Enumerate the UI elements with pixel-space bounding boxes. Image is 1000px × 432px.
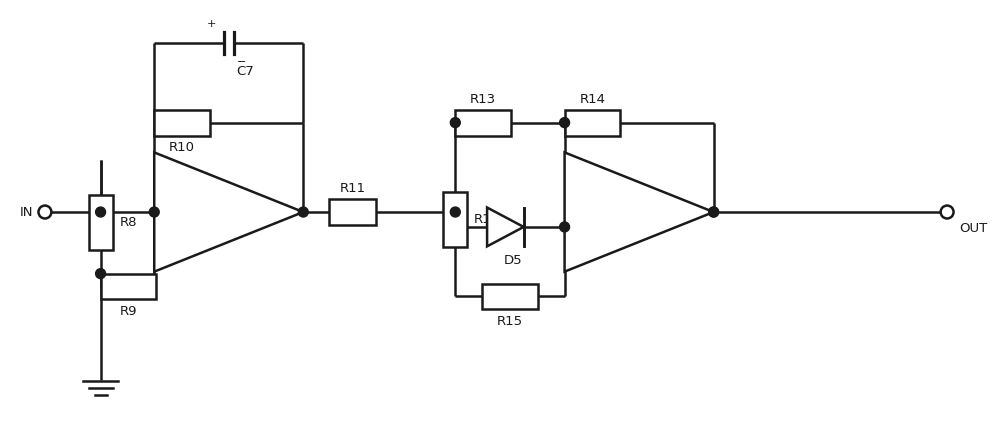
Text: −: −: [162, 179, 172, 192]
Text: −: −: [237, 57, 246, 67]
Text: +: +: [572, 232, 583, 245]
Bar: [329, 199, 376, 225]
Text: +: +: [162, 232, 172, 245]
Circle shape: [450, 118, 460, 127]
Bar: [89, 195, 113, 250]
Polygon shape: [565, 152, 714, 272]
Bar: [482, 283, 538, 309]
Circle shape: [560, 118, 570, 127]
Circle shape: [560, 222, 570, 232]
Text: R8: R8: [119, 216, 137, 229]
Circle shape: [96, 207, 106, 217]
Text: R15: R15: [497, 315, 523, 328]
Circle shape: [709, 207, 719, 217]
Text: IN: IN: [20, 206, 33, 219]
Circle shape: [96, 269, 106, 279]
Text: R11: R11: [340, 182, 366, 195]
Circle shape: [709, 207, 719, 217]
Text: D5: D5: [504, 254, 522, 267]
Text: P1: P1: [221, 206, 237, 219]
Circle shape: [298, 207, 308, 217]
Bar: [154, 110, 210, 136]
Circle shape: [450, 207, 460, 217]
Text: P2: P2: [631, 206, 647, 219]
Text: R12: R12: [474, 213, 500, 226]
Bar: [455, 110, 511, 136]
Circle shape: [149, 207, 159, 217]
Text: R9: R9: [120, 305, 137, 318]
Polygon shape: [487, 207, 524, 246]
Text: OUT: OUT: [959, 222, 987, 235]
Bar: [443, 192, 467, 247]
Text: R10: R10: [169, 142, 195, 155]
Bar: [565, 110, 620, 136]
Text: C7: C7: [237, 65, 254, 78]
Text: +: +: [206, 19, 216, 29]
Bar: [101, 273, 156, 299]
Text: R14: R14: [579, 93, 605, 106]
Polygon shape: [154, 152, 303, 272]
Text: R13: R13: [470, 93, 496, 106]
Text: −: −: [572, 179, 583, 192]
